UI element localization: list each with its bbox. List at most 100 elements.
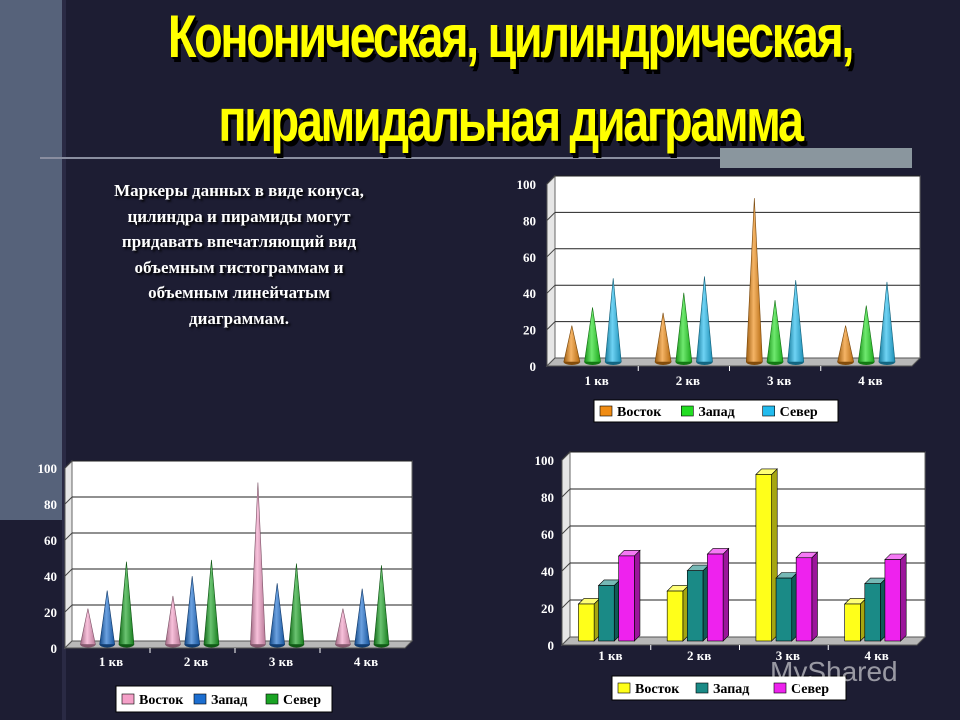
x-tick-label: 1 кв bbox=[584, 373, 608, 388]
y-tick-label: 0 bbox=[548, 638, 555, 653]
bar-1 bbox=[563, 325, 581, 365]
chart-legend: Восток Запад Север bbox=[611, 675, 847, 701]
legend-label: Север bbox=[780, 405, 818, 420]
bar-2 bbox=[584, 307, 601, 365]
chart-side-wall bbox=[546, 174, 556, 368]
legend-box bbox=[115, 685, 333, 713]
chart-gridline-side bbox=[64, 460, 73, 469]
bar-3 bbox=[203, 559, 220, 648]
left-decor-bar bbox=[0, 0, 62, 520]
chart-gridline-side bbox=[561, 599, 571, 609]
y-tick-label: 100 bbox=[535, 453, 555, 468]
y-tick-label: 100 bbox=[38, 461, 58, 476]
legend-label: Восток bbox=[617, 405, 662, 420]
legend-swatch bbox=[121, 693, 135, 705]
y-tick-label: 0 bbox=[51, 641, 58, 656]
x-tick-label: 3 кв bbox=[767, 373, 791, 388]
bar-1 bbox=[250, 482, 266, 648]
watermark: MyShared bbox=[770, 656, 898, 687]
chart-gridline-side bbox=[546, 212, 556, 221]
legend-label: Север bbox=[791, 682, 829, 697]
legend-swatch bbox=[617, 682, 631, 694]
bar-1 bbox=[843, 597, 867, 642]
y-tick-label: 20 bbox=[523, 323, 536, 338]
bar-3 bbox=[617, 549, 641, 642]
bar-1 bbox=[755, 468, 778, 642]
bar-2 bbox=[184, 576, 201, 648]
legend-swatch bbox=[265, 693, 279, 705]
y-tick-label: 80 bbox=[523, 213, 536, 228]
chart-legend: Восток Запад Север bbox=[593, 399, 839, 423]
description-text: Маркеры данных в виде конуса, цилиндра и… bbox=[114, 181, 364, 328]
legend-swatch bbox=[762, 405, 775, 417]
bar-3 bbox=[878, 281, 896, 365]
chart-legend: Восток Запад Север bbox=[115, 685, 333, 713]
bar-1 bbox=[335, 608, 351, 648]
x-tick-label: 4 кв bbox=[858, 373, 882, 388]
bar-3 bbox=[884, 553, 907, 642]
chart-gridline-side bbox=[561, 451, 571, 461]
legend-box bbox=[593, 399, 839, 423]
x-tick-label: 4 кв bbox=[354, 654, 378, 669]
legend-swatch bbox=[681, 405, 694, 417]
bar-2 bbox=[864, 577, 887, 642]
chart-gridline-side bbox=[546, 248, 556, 258]
bar-1 bbox=[837, 325, 855, 365]
bar-3 bbox=[604, 278, 622, 365]
bar-1 bbox=[666, 584, 690, 642]
y-tick-label: 80 bbox=[44, 497, 57, 512]
left-decor-edge bbox=[62, 0, 66, 720]
cone-chart-orange: 0 20 40 60 80 100 1 кв 2 кв 3 кв 4 кв Восток Запад С… bbox=[517, 174, 922, 423]
cone-chart-pink: 0 20 40 60 80 100 1 кв 2 кв 3 кв 4 кв Восток Запад С… bbox=[38, 459, 414, 713]
y-tick-label: 60 bbox=[541, 527, 554, 542]
x-tick-label: 2 кв bbox=[687, 648, 711, 663]
bar-2 bbox=[766, 300, 784, 365]
chart-gridline-side bbox=[64, 496, 73, 505]
legend-swatch bbox=[193, 693, 207, 705]
y-tick-label: 80 bbox=[541, 490, 554, 505]
chart-side-wall bbox=[561, 450, 571, 647]
chart-gridline-side bbox=[64, 532, 73, 541]
chart-floor bbox=[560, 636, 927, 646]
bar-3 bbox=[787, 280, 805, 365]
y-tick-label: 60 bbox=[523, 250, 536, 265]
legend-label: Восток bbox=[635, 682, 680, 697]
chart-1-group: 0 20 40 60 80 100 1 кв 2 кв 3 кв 4 кв Восток Запад С… bbox=[38, 459, 414, 713]
chart-gridline-side bbox=[546, 175, 556, 185]
x-tick-label: 4 кв bbox=[864, 648, 888, 663]
bar-3 bbox=[795, 551, 819, 642]
y-tick-label: 100 bbox=[517, 177, 537, 192]
bar-3 bbox=[373, 565, 390, 648]
x-tick-label: 2 кв bbox=[184, 654, 208, 669]
y-tick-label: 20 bbox=[541, 601, 554, 616]
bar-1 bbox=[577, 597, 601, 642]
chart-gridline-side bbox=[546, 321, 556, 330]
legend-swatch bbox=[599, 405, 613, 417]
legend-label: Запад bbox=[713, 682, 749, 697]
y-tick-label: 40 bbox=[44, 569, 57, 584]
legend-label: Запад bbox=[211, 693, 247, 708]
legend-swatch bbox=[773, 682, 787, 694]
chart-gridline-side bbox=[64, 604, 73, 613]
x-tick-label: 2 кв bbox=[676, 373, 700, 388]
y-tick-label: 0 bbox=[530, 359, 537, 374]
bar-2 bbox=[354, 588, 371, 648]
chart-floor bbox=[545, 357, 922, 367]
bar-3 bbox=[288, 563, 305, 648]
x-tick-label: 1 кв bbox=[598, 648, 622, 663]
bar-1 bbox=[80, 608, 96, 648]
bar-2 bbox=[675, 292, 693, 365]
bar-1 bbox=[165, 595, 181, 648]
chart-gridline-side bbox=[546, 284, 556, 294]
chart-side-wall bbox=[64, 459, 73, 650]
bar-2 bbox=[775, 571, 799, 642]
bar-3 bbox=[118, 561, 135, 648]
bar-2 bbox=[686, 564, 710, 642]
bar-1 bbox=[654, 312, 672, 365]
bar-2 bbox=[269, 583, 286, 648]
legend-label: Север bbox=[283, 693, 321, 708]
bar-2 bbox=[597, 579, 621, 642]
y-tick-label: 40 bbox=[523, 286, 536, 301]
chart-floor bbox=[63, 640, 414, 649]
chart-gridline-side bbox=[561, 525, 571, 535]
